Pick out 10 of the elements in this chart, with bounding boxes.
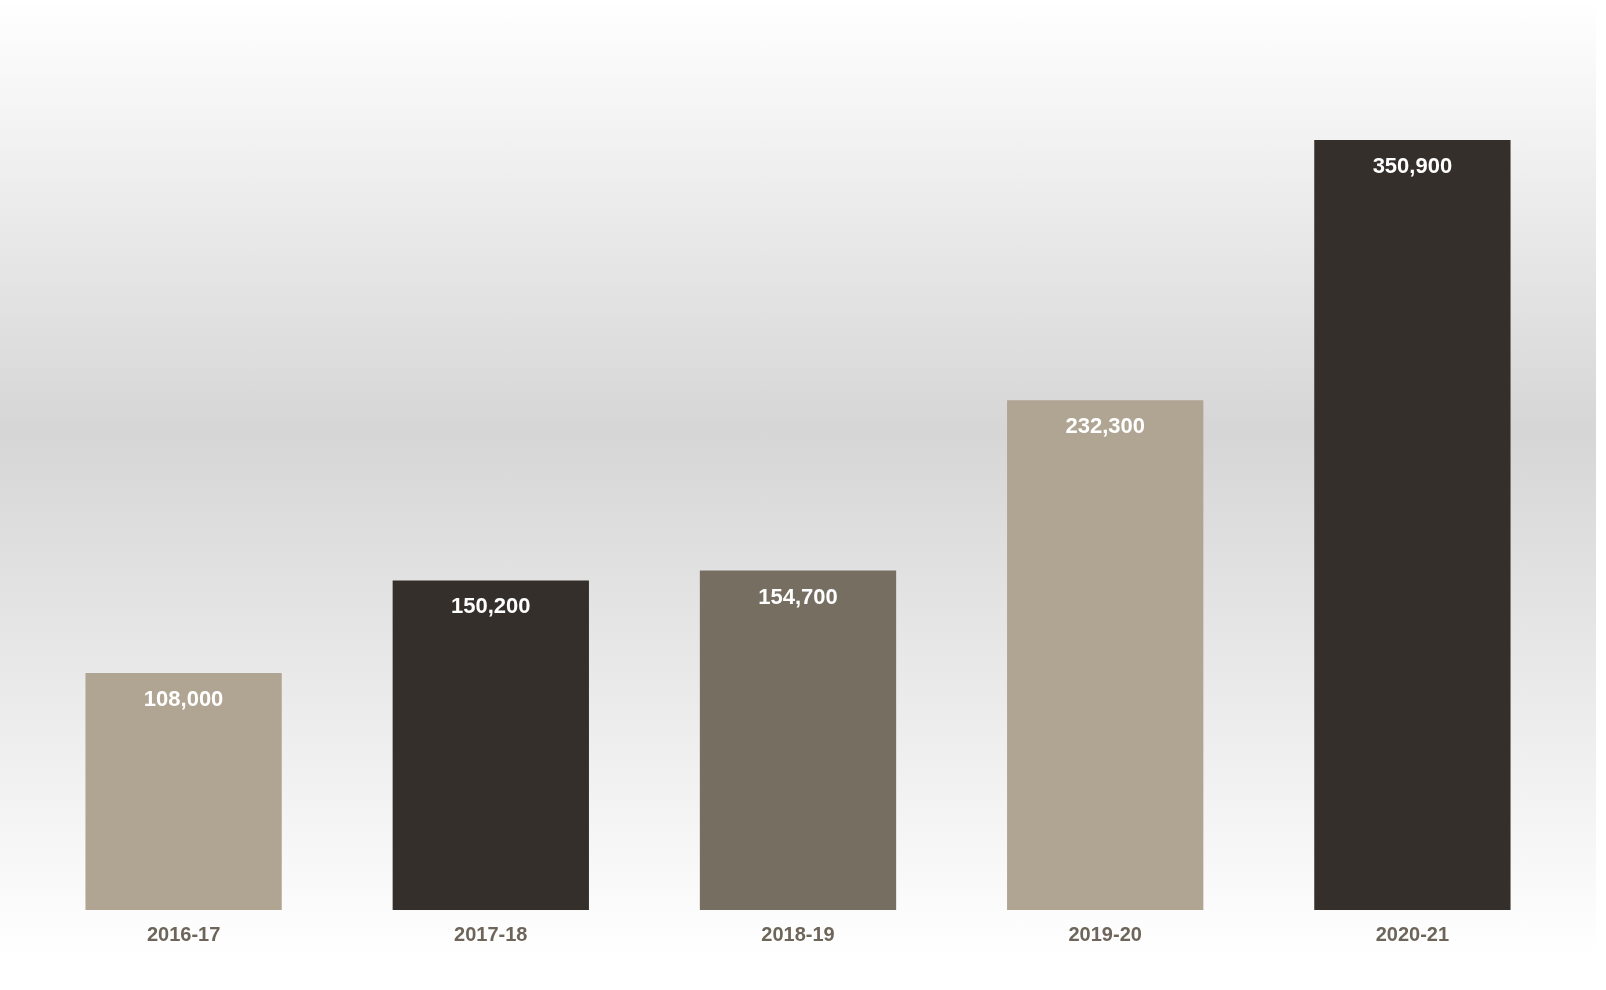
x-tick-label: 2020-21: [1375, 922, 1450, 945]
x-tick-label: 2017-18: [454, 922, 528, 945]
x-tick-label: 2019-20: [1068, 922, 1142, 945]
x-tick-label: 2018-19: [761, 922, 835, 945]
data-label: 108,000: [143, 686, 224, 712]
data-label: 150,200: [451, 593, 531, 619]
data-label: 154,700: [758, 583, 838, 609]
data-label: 232,300: [1065, 413, 1145, 439]
x-tick-label: 2016-17: [146, 922, 221, 945]
data-label: 350,900: [1372, 153, 1453, 178]
